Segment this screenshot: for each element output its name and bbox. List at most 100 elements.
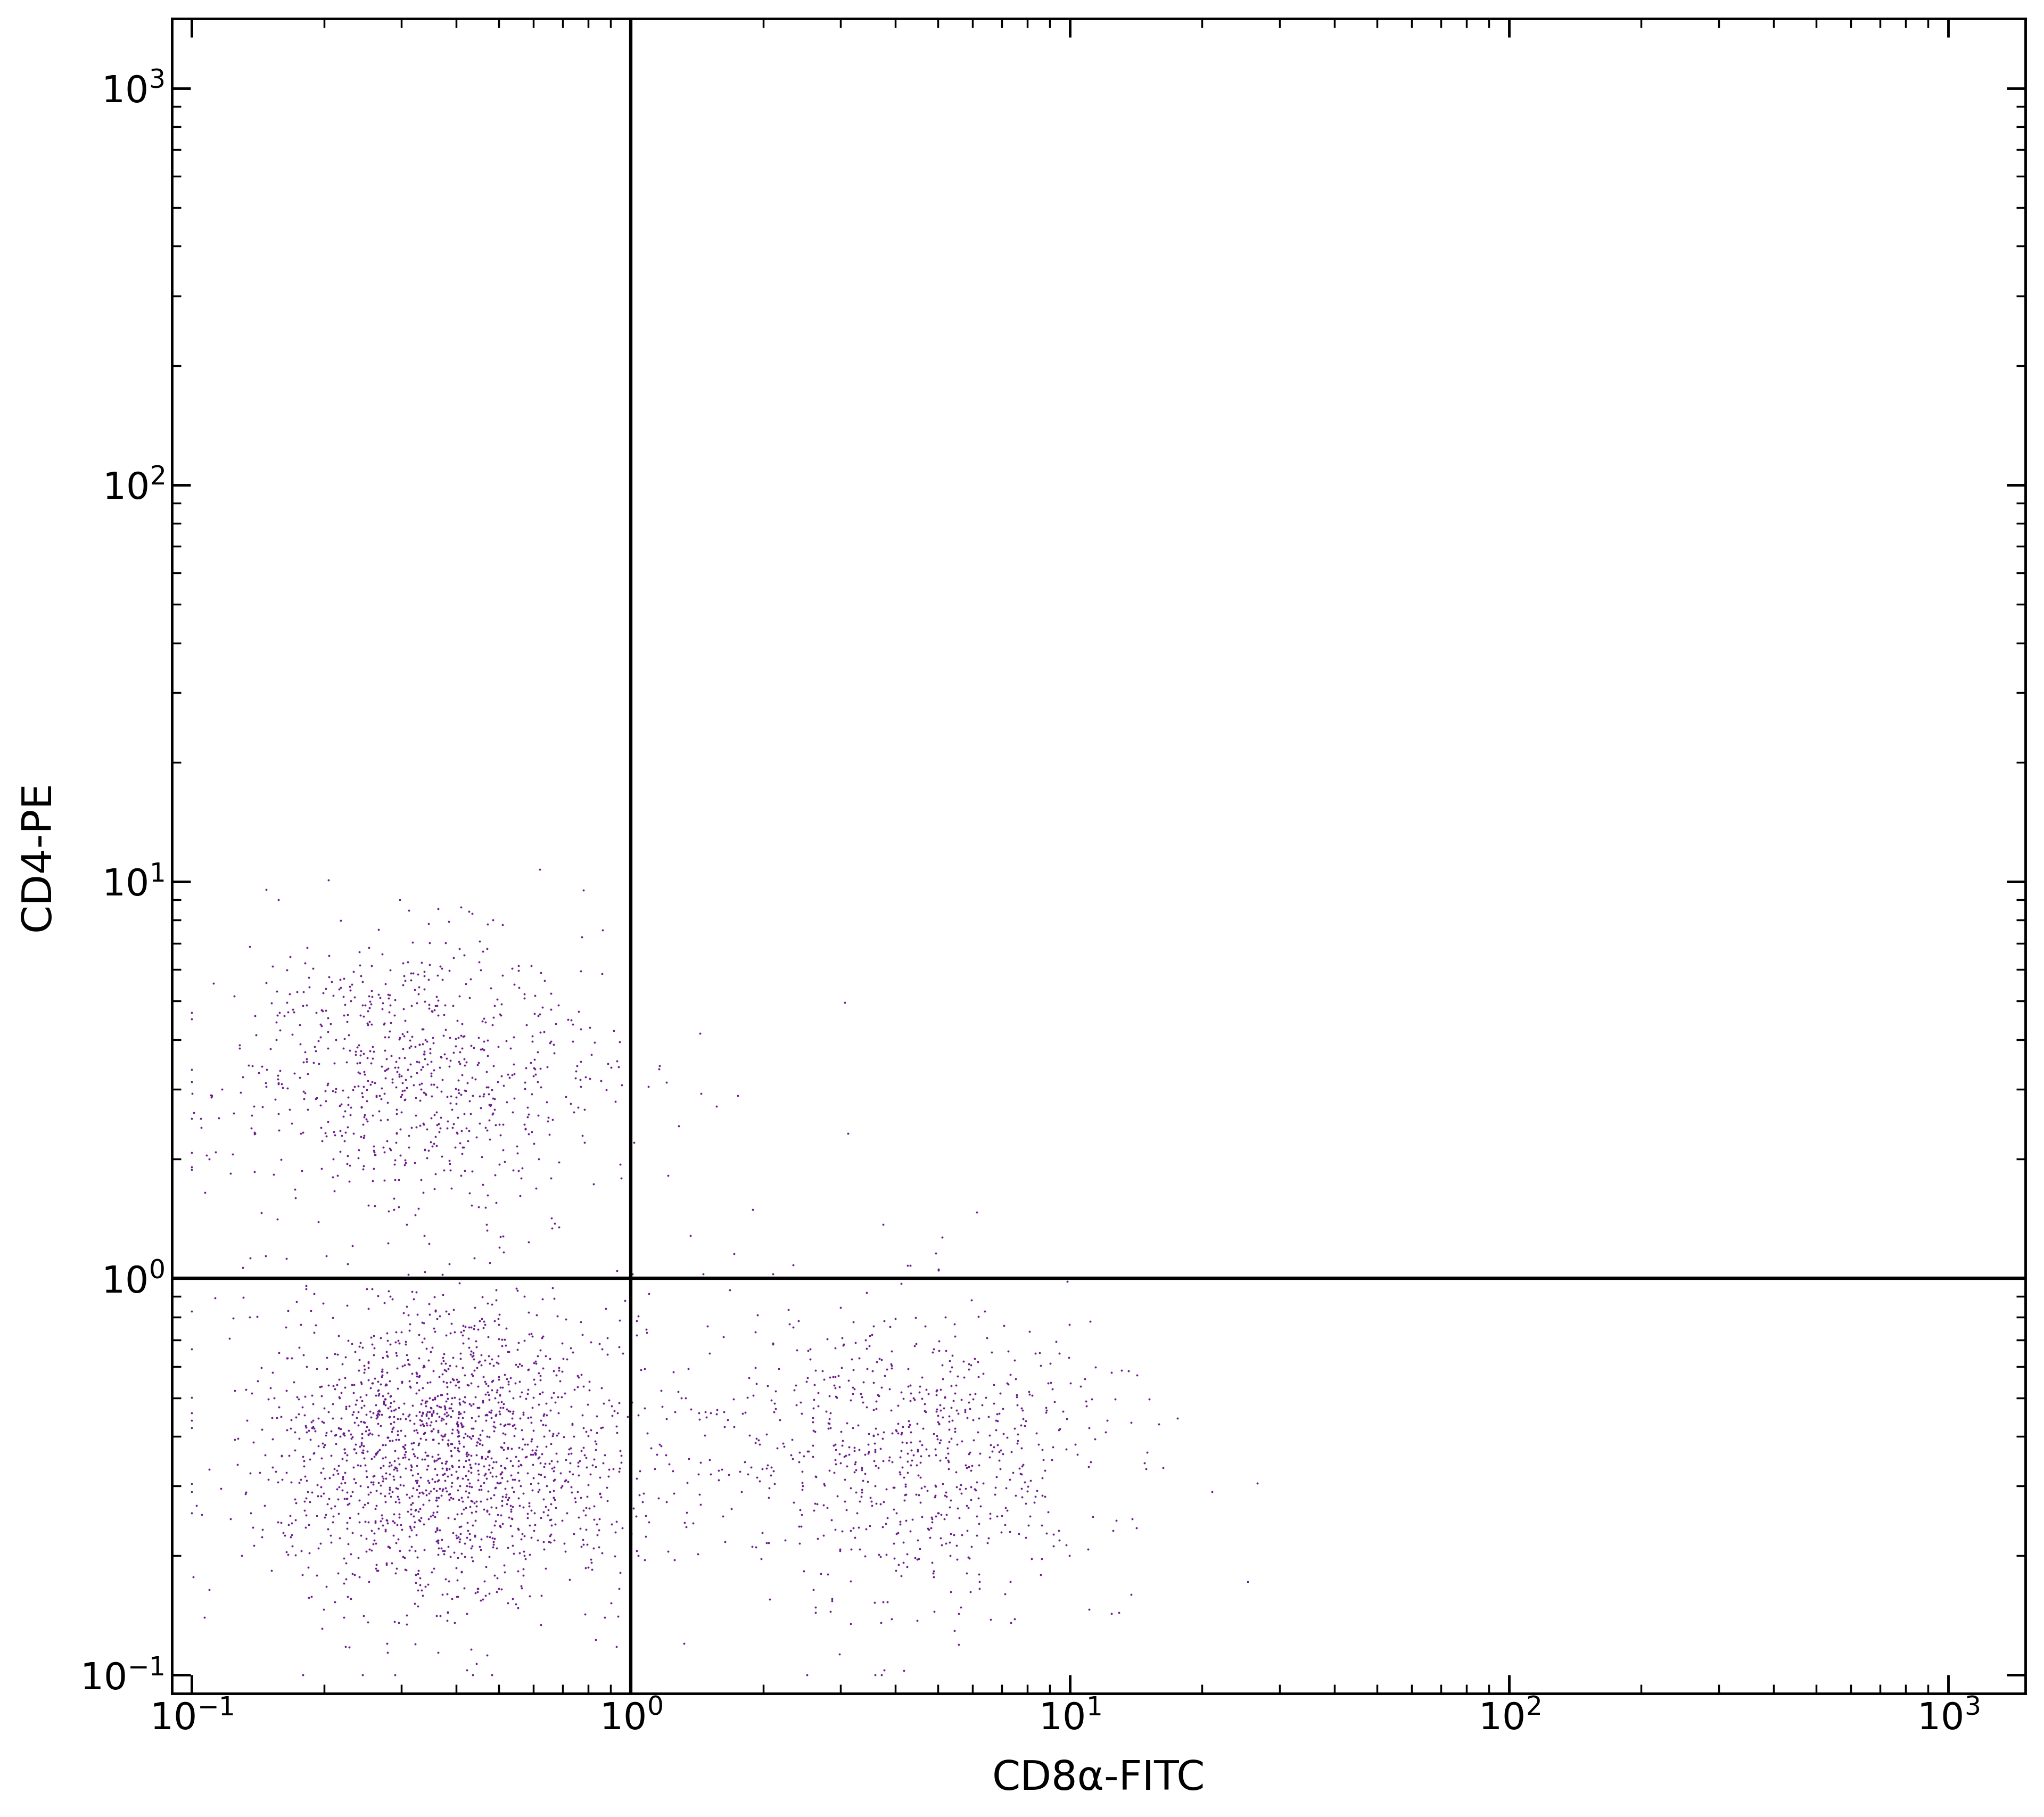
Point <box>963 1484 995 1514</box>
Point <box>971 1528 1004 1557</box>
Point <box>262 1068 294 1097</box>
Point <box>386 970 419 999</box>
Point <box>912 1441 944 1470</box>
Point <box>380 1119 413 1148</box>
Point <box>405 1503 437 1532</box>
Point <box>292 963 325 992</box>
Point <box>448 1528 480 1557</box>
Point <box>472 1437 505 1466</box>
Point <box>493 1483 525 1512</box>
Point <box>372 983 405 1012</box>
Point <box>564 956 597 985</box>
Point <box>1053 1310 1085 1339</box>
Point <box>538 1030 570 1059</box>
Point <box>335 1477 368 1506</box>
Point <box>476 1085 509 1114</box>
Point <box>378 1559 411 1588</box>
Point <box>517 1348 550 1377</box>
Point <box>478 1306 511 1335</box>
Point <box>345 1368 378 1397</box>
Point <box>523 1145 556 1174</box>
Point <box>421 1492 454 1521</box>
Point <box>374 1459 407 1488</box>
Point <box>268 1001 300 1030</box>
Point <box>1079 1425 1112 1454</box>
Point <box>981 1399 1014 1428</box>
Point <box>476 1366 509 1395</box>
Point <box>327 981 360 1010</box>
Point <box>525 992 558 1021</box>
Point <box>983 1454 1016 1483</box>
Point <box>920 1395 953 1425</box>
Point <box>501 1594 533 1623</box>
Point <box>262 1205 294 1234</box>
Point <box>924 1375 957 1405</box>
Point <box>515 1495 548 1524</box>
Point <box>401 1361 433 1390</box>
Point <box>399 1495 431 1524</box>
Point <box>482 1388 515 1417</box>
Point <box>885 1417 918 1446</box>
Point <box>1047 1397 1079 1426</box>
Point <box>439 1504 472 1534</box>
Point <box>920 1481 953 1510</box>
Point <box>392 1316 425 1345</box>
Point <box>446 1265 478 1294</box>
Point <box>497 1492 529 1521</box>
Point <box>399 1588 431 1617</box>
Point <box>850 1392 883 1421</box>
Point <box>791 1661 824 1690</box>
Point <box>482 1110 515 1139</box>
Point <box>505 1450 538 1479</box>
Point <box>284 1030 317 1059</box>
Point <box>444 1524 476 1554</box>
Point <box>509 1114 542 1143</box>
Point <box>558 1423 591 1452</box>
Point <box>955 1577 987 1606</box>
Point <box>378 1454 411 1483</box>
Point <box>399 1561 431 1590</box>
Point <box>354 1374 386 1403</box>
Point <box>354 1535 386 1564</box>
Point <box>783 1495 816 1524</box>
Point <box>431 1368 464 1397</box>
Point <box>525 1072 558 1101</box>
Point <box>482 1305 515 1334</box>
Point <box>431 1354 464 1383</box>
Point <box>309 996 341 1025</box>
Point <box>734 1452 767 1481</box>
Point <box>335 1425 368 1454</box>
Point <box>417 1501 450 1530</box>
Point <box>358 1154 390 1183</box>
Point <box>347 1392 380 1421</box>
Point <box>732 1383 764 1412</box>
Point <box>576 1170 609 1199</box>
Point <box>176 1499 208 1528</box>
Point <box>392 1366 425 1395</box>
Point <box>484 1459 517 1488</box>
Point <box>423 1363 456 1392</box>
Point <box>932 1426 965 1455</box>
Point <box>437 1608 470 1637</box>
Point <box>329 1363 362 1392</box>
Point <box>480 985 513 1014</box>
Point <box>495 1492 527 1521</box>
Point <box>979 1474 1012 1503</box>
Point <box>450 970 482 999</box>
Point <box>176 1056 208 1085</box>
Point <box>724 1457 756 1486</box>
Point <box>444 1428 476 1457</box>
Point <box>235 1114 268 1143</box>
Point <box>442 1463 474 1492</box>
Point <box>311 1121 343 1150</box>
Point <box>950 1454 983 1483</box>
Point <box>963 1574 995 1603</box>
Point <box>899 1303 932 1332</box>
Point <box>327 1465 360 1494</box>
Point <box>523 1406 556 1435</box>
Point <box>352 1294 384 1323</box>
Point <box>343 1328 376 1357</box>
Point <box>327 1025 360 1054</box>
Point <box>1073 1414 1106 1443</box>
Point <box>828 1443 861 1472</box>
